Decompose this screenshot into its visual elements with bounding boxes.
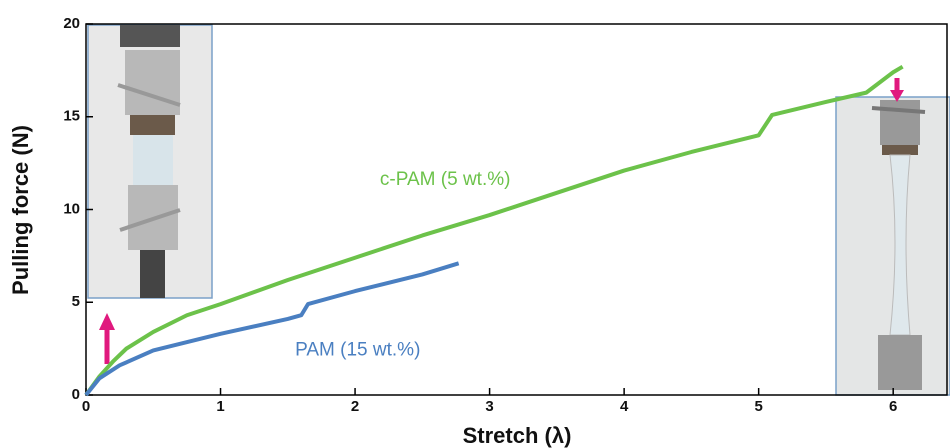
x-axis-title: Stretch (λ)	[463, 423, 572, 448]
series-label: PAM (15 wt.%)	[295, 339, 420, 360]
x-tick-label: 5	[754, 398, 762, 415]
series-line	[84, 261, 460, 397]
series-label: c-PAM (5 wt.%)	[380, 169, 511, 190]
arrow-down	[890, 78, 904, 102]
x-tick-label: 2	[351, 398, 359, 415]
y-tick-label: 20	[63, 15, 80, 32]
x-tick-label: 6	[889, 398, 897, 415]
y-tick-label: 10	[63, 200, 80, 217]
inset-photo-left	[87, 24, 213, 299]
y-tick-label: 5	[72, 293, 80, 310]
y-axis-title: Pulling force (N)	[8, 125, 33, 295]
x-tick-label: 0	[82, 398, 90, 415]
x-tick-label: 1	[216, 398, 224, 415]
inset-photo-right	[835, 96, 950, 396]
x-tick-label: 4	[620, 398, 629, 415]
y-tick-label: 15	[63, 108, 80, 125]
y-tick-label: 0	[72, 386, 80, 403]
plot-frame	[85, 23, 948, 396]
series-line	[84, 64, 904, 397]
x-tick-label: 3	[485, 398, 493, 415]
arrow-up	[99, 313, 115, 364]
